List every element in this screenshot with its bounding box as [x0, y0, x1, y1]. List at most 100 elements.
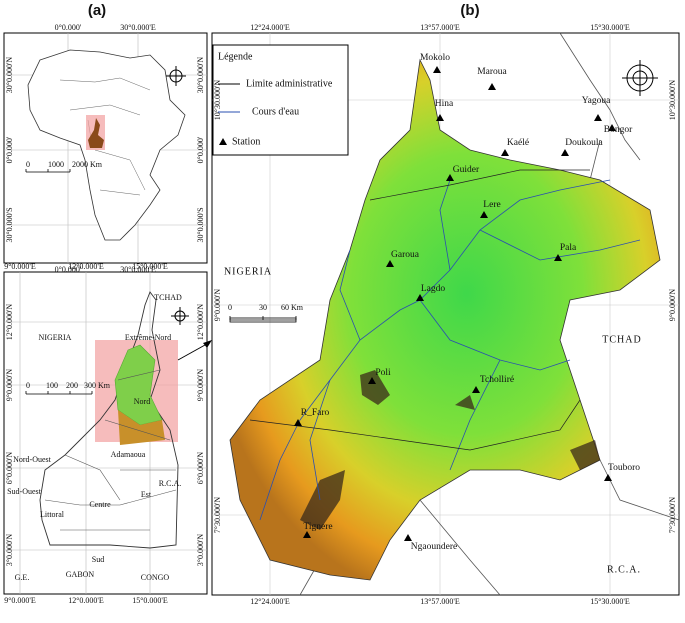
station-marker: [368, 377, 376, 384]
legend-box: [212, 44, 349, 156]
station-marker: [433, 66, 441, 73]
station-label: Tcholliré: [480, 375, 514, 385]
legend-title: Légende: [218, 51, 253, 62]
station-marker: [386, 260, 394, 267]
region-label: Nord-Ouest: [13, 455, 52, 464]
panel-frame: [3, 32, 208, 264]
admin-limits: [249, 169, 590, 451]
station-label: Lagdo: [421, 284, 446, 294]
station-marker: [561, 149, 569, 156]
coordinate-label: 9°0.000'N: [196, 369, 205, 402]
rivers: [259, 179, 641, 521]
legend-item: Station: [232, 136, 260, 147]
region-label: Littoral: [40, 510, 65, 519]
coordinate-label: 30°0.000'S: [5, 207, 14, 242]
coordinate-label: 12°0.000'N: [196, 304, 205, 341]
station-label: Guider: [453, 165, 480, 175]
region-label: Sud-Ouest: [7, 487, 42, 496]
station-label: Yagoua: [582, 96, 611, 106]
coordinate-label: 30°0.000'E: [120, 265, 156, 274]
north-arrow: [166, 66, 186, 86]
station-marker: [594, 114, 602, 121]
africa-outline: [27, 49, 186, 241]
coordinate-label: 6°0.000'N: [5, 452, 14, 485]
coordinate-label: 15°30.000'E: [590, 23, 630, 32]
coordinate-label: 12°24.000'E: [250, 23, 290, 32]
station-label: Bongor: [604, 125, 633, 135]
region-label: CONGO: [141, 573, 170, 582]
scale-label: 0: [228, 303, 232, 312]
scale-bar: [25, 169, 71, 173]
coordinate-label: 12°0.000'E: [68, 262, 104, 271]
panel-label: (a): [88, 2, 106, 19]
north-arrow: [171, 307, 189, 325]
station-marker: [404, 534, 412, 541]
coordinate-label: 7°30.000'N: [213, 497, 222, 534]
coordinate-label: 3°0.000'N: [196, 534, 205, 567]
legend-marker: [219, 138, 227, 145]
region-label: Adamaoua: [111, 450, 146, 459]
country-label: NIGERIA: [224, 266, 272, 277]
region-label: Est: [141, 490, 152, 499]
basin-locator: [118, 410, 165, 445]
station-marker: [303, 531, 311, 538]
borders: [59, 77, 151, 196]
basin-locator: [88, 118, 104, 148]
region-label: Extrême-Nord: [125, 333, 171, 342]
pointer: [177, 344, 206, 361]
coordinate-label: 9°0.000'N: [668, 289, 677, 322]
region-borders: [44, 369, 177, 531]
station-label: R_Faro: [301, 408, 330, 418]
highlands: [300, 370, 600, 530]
coordinate-label: 9°0.000'E: [4, 596, 36, 605]
station-marker: [608, 124, 616, 131]
coordinate-label: 9°0.000'N: [213, 289, 222, 322]
station-label: Ngaoundere: [411, 542, 457, 552]
region-label: R.C.A.: [159, 479, 181, 488]
region-label: Nord: [134, 397, 150, 406]
coordinate-label: 30°0.000'S: [196, 207, 205, 242]
coordinate-label: 12°0.000'N: [5, 304, 14, 341]
region-label: Centre: [89, 500, 111, 509]
station-marker: [480, 211, 488, 218]
station-marker: [472, 386, 480, 393]
coordinate-label: 10°30.000'N: [668, 80, 677, 121]
station-label: Touboro: [608, 463, 640, 473]
station-marker: [416, 294, 424, 301]
station-label: Pala: [560, 243, 577, 253]
basin-dem: [229, 58, 661, 581]
country-label: TCHAD: [602, 334, 641, 345]
station-label: Tignere: [303, 522, 332, 532]
panel-frame: [3, 271, 208, 595]
coordinate-label: 12°0.000'E: [68, 596, 104, 605]
station-label: Mokolo: [420, 53, 450, 63]
scale-label: 30: [259, 303, 267, 312]
legend-item: Cours d'eau: [252, 106, 299, 117]
coordinate-label: 10°30.000'N: [213, 80, 222, 121]
station-marker: [446, 174, 454, 181]
station-label: Kaélé: [507, 138, 529, 148]
station-label: Garoua: [391, 250, 420, 260]
station-marker: [488, 83, 496, 90]
coordinate-label: 13°57.000'E: [420, 597, 460, 606]
coordinate-label: 6°0.000'N: [196, 452, 205, 485]
station-marker: [604, 474, 612, 481]
north-arrow: [622, 60, 658, 96]
station-marker: [554, 254, 562, 261]
legend-item: Limite administrative: [246, 78, 333, 89]
scale-bar: [25, 391, 93, 395]
region-label: TCHAD: [154, 293, 182, 302]
coordinate-label: 15°30.000'E: [590, 597, 630, 606]
coordinate-label: 0°0.000': [55, 265, 82, 274]
panel-label: (b): [460, 2, 479, 19]
coordinate-label: 30°0.000'N: [5, 57, 14, 94]
scale-label: 60 Km: [281, 303, 304, 312]
scale-label: 2000 Km: [72, 160, 103, 169]
scale-label: 1000: [48, 160, 64, 169]
coordinate-label: 13°57.000'E: [420, 23, 460, 32]
coordinate-label: 30°0.000'N: [196, 57, 205, 94]
country-label: R.C.A.: [607, 564, 641, 575]
region-label: G.E.: [15, 573, 30, 582]
station-label: Hina: [435, 99, 454, 109]
